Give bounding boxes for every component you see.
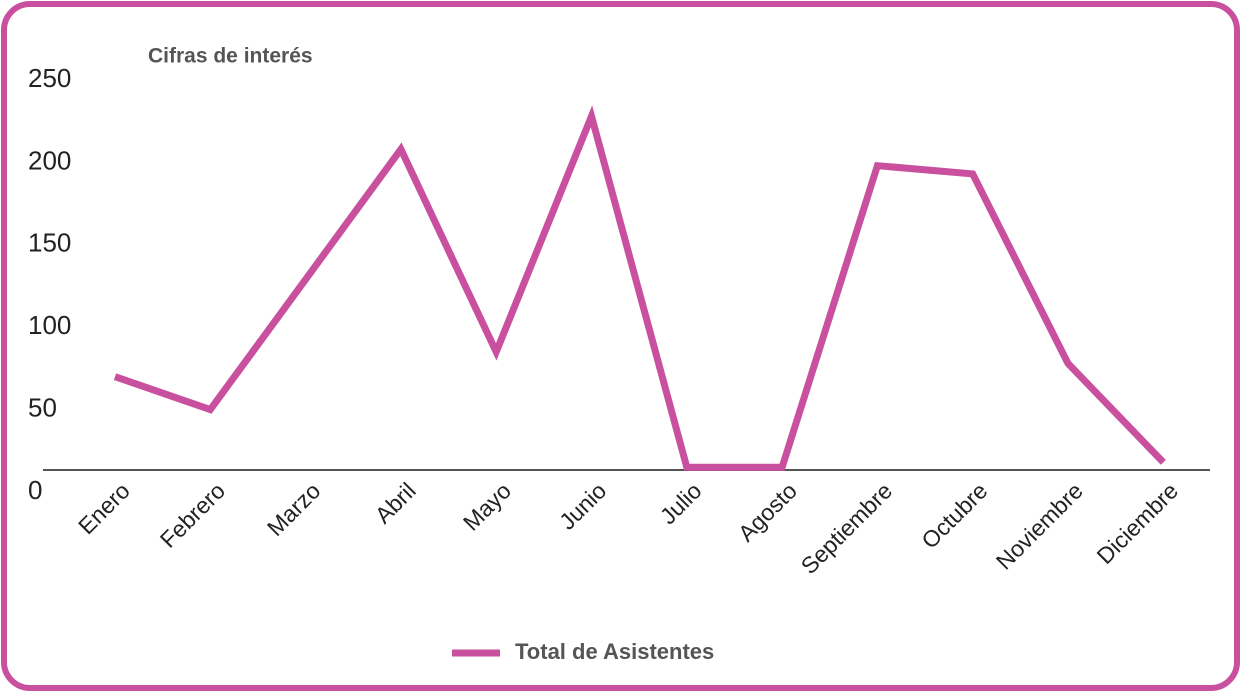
chart-title: Cifras de interés bbox=[148, 45, 313, 68]
series-line bbox=[113, 105, 1166, 471]
legend-label: Total de Asistentes bbox=[515, 639, 714, 664]
y-tick-label: 0 bbox=[28, 475, 42, 505]
y-tick-label: 150 bbox=[28, 228, 71, 258]
y-tick-label: 250 bbox=[28, 63, 71, 93]
y-tick-label: 50 bbox=[28, 392, 57, 422]
y-tick-label: 100 bbox=[28, 310, 71, 340]
y-tick-label: 200 bbox=[28, 145, 71, 175]
